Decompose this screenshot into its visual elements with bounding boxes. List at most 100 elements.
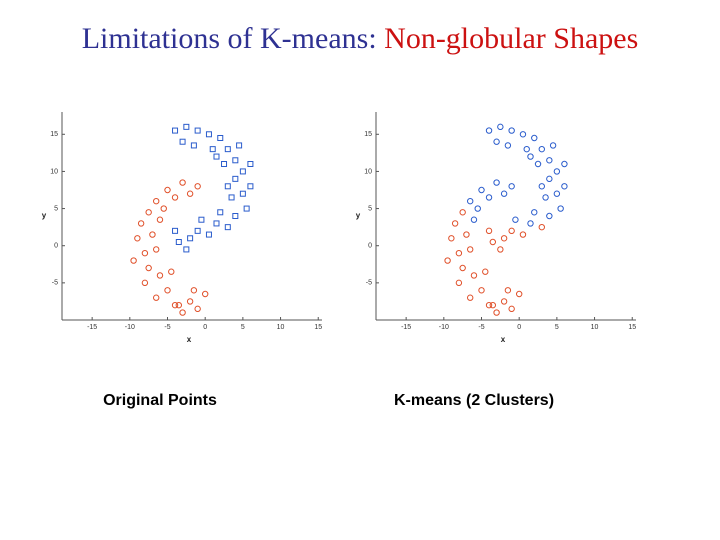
point	[232, 213, 239, 219]
point	[194, 227, 201, 234]
y-axis-label: y	[356, 211, 361, 220]
point	[459, 264, 466, 272]
y-tick-label: 15	[364, 131, 372, 138]
point	[508, 305, 515, 313]
point	[493, 309, 500, 316]
x-tick-label: 15	[628, 324, 636, 331]
point	[500, 190, 508, 197]
point	[553, 190, 561, 197]
point	[153, 197, 160, 205]
y-tick-label: 10	[364, 168, 372, 175]
point	[156, 272, 164, 279]
point	[183, 123, 190, 130]
point	[549, 142, 557, 149]
y-tick-label: 5	[54, 205, 58, 212]
point	[153, 246, 160, 253]
y-axis-label: y	[42, 211, 47, 220]
point	[175, 239, 182, 245]
caption: Original Points	[103, 392, 217, 409]
point	[531, 209, 538, 216]
point	[474, 205, 481, 212]
point	[500, 235, 508, 242]
point	[470, 216, 478, 223]
y-tick-label: -5	[366, 280, 372, 287]
point	[508, 227, 515, 235]
point	[247, 161, 254, 167]
y-tick-label: 0	[54, 243, 58, 250]
point	[444, 257, 451, 264]
x-tick-label: -5	[478, 324, 484, 331]
point	[224, 146, 231, 153]
point	[527, 153, 534, 160]
title-part: Non-globular Shapes	[384, 22, 638, 55]
point	[519, 231, 527, 238]
point	[478, 287, 485, 294]
point	[130, 257, 137, 264]
x-tick-label: -15	[87, 324, 97, 331]
x-axis-label: x	[187, 335, 192, 344]
y-tick-label: 5	[368, 205, 372, 212]
point	[497, 123, 504, 131]
point	[470, 272, 478, 279]
point	[542, 194, 549, 201]
x-tick-label: -5	[164, 324, 170, 331]
point	[451, 220, 459, 227]
point	[485, 227, 493, 235]
y-tick-label: 15	[50, 131, 58, 138]
point	[508, 183, 515, 190]
point	[455, 279, 463, 287]
point	[493, 179, 500, 186]
point	[194, 305, 201, 313]
point	[523, 145, 530, 153]
point	[467, 294, 474, 301]
point	[221, 161, 228, 167]
point	[478, 186, 485, 194]
point	[553, 168, 561, 175]
point	[171, 194, 179, 201]
point	[205, 231, 212, 238]
point	[467, 197, 474, 205]
point	[482, 268, 489, 275]
point	[546, 212, 553, 220]
point	[512, 216, 519, 223]
y-tick-label: 10	[50, 168, 58, 175]
point	[485, 127, 493, 134]
point	[190, 142, 197, 149]
x-axis-label: x	[501, 335, 506, 344]
point	[508, 127, 515, 134]
point	[455, 249, 463, 257]
point	[134, 235, 141, 242]
x-tick-label: -15	[401, 324, 411, 331]
point	[489, 238, 497, 246]
point	[247, 183, 254, 190]
point	[485, 301, 493, 309]
point	[236, 142, 243, 149]
point	[489, 301, 497, 309]
point	[515, 290, 523, 298]
point	[497, 246, 504, 253]
point	[186, 190, 194, 197]
point	[164, 186, 171, 194]
x-tick-label: 10	[591, 324, 599, 331]
x-tick-label: -10	[439, 324, 449, 331]
point	[561, 160, 568, 168]
point	[179, 138, 186, 145]
point	[228, 194, 235, 201]
x-tick-label: 0	[517, 324, 521, 331]
x-tick-label: 5	[241, 324, 245, 331]
point	[504, 287, 512, 294]
point	[546, 175, 553, 183]
point	[519, 131, 527, 138]
point	[239, 190, 246, 197]
point	[179, 179, 186, 186]
point	[172, 227, 179, 234]
point	[538, 223, 545, 231]
y-tick-label: 0	[368, 243, 372, 250]
point	[500, 298, 508, 305]
point	[141, 279, 149, 287]
point	[137, 220, 145, 227]
point	[156, 216, 164, 223]
point	[187, 235, 194, 242]
point	[183, 246, 190, 253]
